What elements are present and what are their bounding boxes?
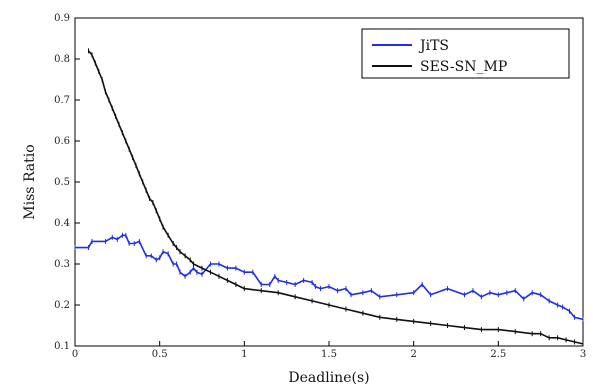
y-axis-title: Miss Ratio (22, 144, 38, 219)
x-tick-label: 2.5 (490, 349, 506, 360)
x-axis-title: Deadline(s) (288, 370, 369, 386)
y-tick-label: 0.5 (54, 177, 70, 188)
x-tick-label: 1.5 (321, 349, 337, 360)
x-tick-label: 0 (72, 349, 78, 360)
y-tick-label: 0.6 (54, 136, 70, 147)
y-tick-label: 0.3 (54, 259, 70, 270)
legend: JiTS SES-SN_MP (361, 28, 570, 79)
y-tick-label: 0.8 (54, 54, 70, 65)
legend-label-jits: JiTS (418, 38, 449, 54)
x-tick-label: 3 (580, 349, 586, 360)
y-tick-label: 0.9 (54, 13, 70, 24)
legend-box (361, 28, 570, 79)
x-tick-label: 0.5 (152, 349, 168, 360)
x-tick-label: 2 (410, 349, 416, 360)
legend-label-ses-sn-mp: SES-SN_MP (420, 59, 507, 75)
y-tick-label: 0.2 (54, 300, 70, 311)
series-lines (74, 48, 584, 347)
y-tick-label: 0.7 (54, 95, 70, 106)
y-tick-label: 0.1 (54, 341, 70, 352)
x-tick-label: 1 (241, 349, 247, 360)
y-tick-label: 0.4 (54, 218, 70, 229)
